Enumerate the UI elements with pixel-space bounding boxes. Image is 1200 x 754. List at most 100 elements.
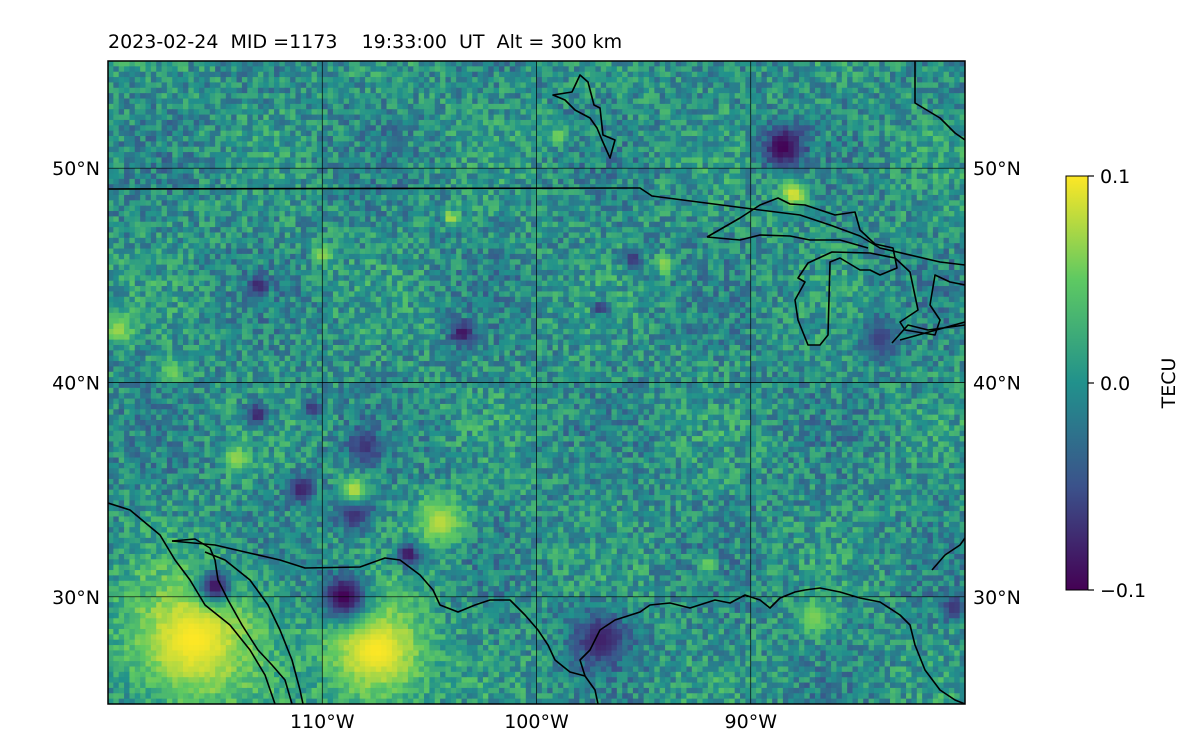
- heatmap-cell: [365, 190, 371, 196]
- heatmap-cell: [301, 216, 307, 222]
- heatmap-cell: [740, 66, 746, 72]
- heatmap-cell: [349, 168, 355, 174]
- heatmap-cell: [237, 141, 243, 147]
- heatmap-cell: [874, 61, 880, 67]
- heatmap-cell: [815, 104, 821, 110]
- heatmap-cell: [237, 72, 243, 78]
- heatmap-cell: [767, 61, 773, 67]
- heatmap-cell: [397, 147, 403, 153]
- heatmap-cell: [210, 141, 216, 147]
- heatmap-cell: [429, 109, 435, 115]
- heatmap-cell: [601, 211, 607, 217]
- heatmap-cell: [151, 109, 157, 115]
- heatmap-cell: [403, 104, 409, 110]
- heatmap-cell: [665, 66, 671, 72]
- heatmap-cell: [338, 82, 344, 88]
- heatmap-cell: [724, 93, 730, 99]
- heatmap-cell: [408, 120, 414, 126]
- heatmap-cell: [424, 104, 430, 110]
- heatmap-cell: [376, 206, 382, 212]
- heatmap-cell: [949, 109, 955, 115]
- heatmap-cell: [574, 131, 580, 137]
- heatmap-cell: [510, 93, 516, 99]
- heatmap-cell: [526, 61, 532, 67]
- heatmap-cell: [542, 157, 548, 163]
- heatmap-cell: [606, 141, 612, 147]
- heatmap-cell: [869, 120, 875, 126]
- heatmap-cell: [145, 120, 151, 126]
- heatmap-cell: [579, 131, 585, 137]
- heatmap-cell: [804, 222, 810, 228]
- heatmap-cell: [269, 206, 275, 212]
- heatmap-cell: [108, 195, 114, 201]
- heatmap-cell: [504, 211, 510, 217]
- heatmap-cell: [199, 227, 205, 233]
- heatmap-cell: [756, 136, 762, 142]
- heatmap-cell: [237, 174, 243, 180]
- heatmap-cell: [585, 179, 591, 185]
- heatmap-cell: [156, 115, 162, 121]
- heatmap-cell: [504, 115, 510, 121]
- heatmap-cell: [488, 147, 494, 153]
- heatmap-cell: [392, 174, 398, 180]
- heatmap-cell: [247, 190, 253, 196]
- heatmap-cell: [836, 174, 842, 180]
- heatmap-cell: [499, 115, 505, 121]
- heatmap-cell: [258, 216, 264, 222]
- heatmap-cell: [719, 131, 725, 137]
- heatmap-cell: [761, 168, 767, 174]
- heatmap-cell: [917, 152, 923, 158]
- heatmap-cell: [569, 77, 575, 83]
- heatmap-cell: [360, 82, 366, 88]
- heatmap-cell: [638, 61, 644, 67]
- heatmap-cell: [928, 72, 934, 78]
- heatmap-cell: [858, 88, 864, 94]
- heatmap-cell: [547, 99, 553, 105]
- heatmap-cell: [606, 222, 612, 228]
- heatmap-cell: [483, 109, 489, 115]
- heatmap-cell: [403, 66, 409, 72]
- heatmap-cell: [628, 200, 634, 206]
- heatmap-cell: [676, 136, 682, 142]
- heatmap-cell: [638, 174, 644, 180]
- heatmap-cell: [670, 120, 676, 126]
- heatmap-cell: [145, 222, 151, 228]
- heatmap-cell: [756, 179, 762, 185]
- heatmap-cell: [167, 66, 173, 72]
- heatmap-cell: [853, 72, 859, 78]
- heatmap-cell: [360, 174, 366, 180]
- heatmap-cell: [826, 200, 832, 206]
- heatmap-cell: [510, 115, 516, 121]
- heatmap-cell: [424, 125, 430, 131]
- heatmap-cell: [301, 147, 307, 153]
- heatmap-cell: [151, 125, 157, 131]
- heatmap-cell: [601, 190, 607, 196]
- heatmap-cell: [397, 82, 403, 88]
- heatmap-cell: [617, 115, 623, 121]
- heatmap-cell: [515, 141, 521, 147]
- heatmap-cell: [494, 88, 500, 94]
- heatmap-cell: [108, 200, 114, 206]
- heatmap-cell: [885, 141, 891, 147]
- heatmap-cell: [826, 141, 832, 147]
- heatmap-cell: [697, 66, 703, 72]
- heatmap-cell: [220, 168, 226, 174]
- heatmap-cell: [853, 195, 859, 201]
- heatmap-cell: [590, 206, 596, 212]
- heatmap-cell: [504, 131, 510, 137]
- heatmap-cell: [376, 200, 382, 206]
- heatmap-cell: [162, 174, 168, 180]
- heatmap-cell: [162, 147, 168, 153]
- heatmap-cell: [520, 109, 526, 115]
- heatmap-cell: [269, 77, 275, 83]
- heatmap-cell: [954, 174, 960, 180]
- heatmap-cell: [574, 99, 580, 105]
- heatmap-cell: [301, 195, 307, 201]
- heatmap-cell: [579, 82, 585, 88]
- heatmap-cell: [622, 66, 628, 72]
- heatmap-cell: [119, 206, 125, 212]
- heatmap-cell: [638, 82, 644, 88]
- heatmap-cell: [708, 211, 714, 217]
- heatmap-cell: [279, 109, 285, 115]
- heatmap-cell: [686, 211, 692, 217]
